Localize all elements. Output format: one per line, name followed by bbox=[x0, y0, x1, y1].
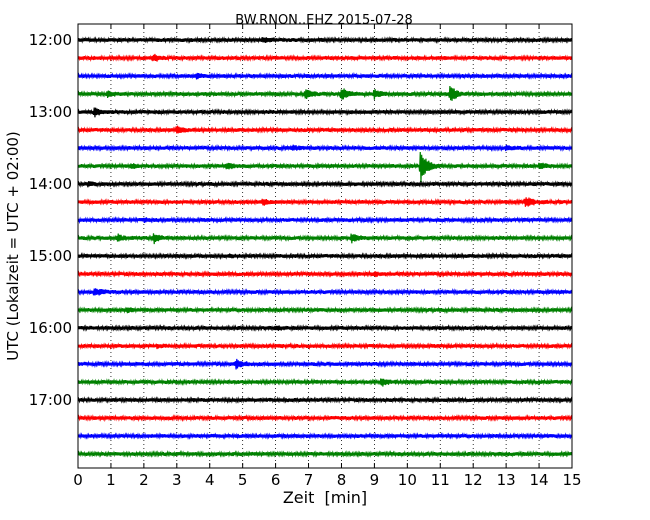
y-tick-label: 17:00 bbox=[29, 391, 72, 409]
chart-title: BW.RNON..EHZ 2015-07-28 bbox=[235, 13, 413, 28]
trace-line bbox=[77, 86, 573, 101]
x-tick-label: 13 bbox=[497, 471, 516, 489]
trace-line bbox=[77, 287, 573, 296]
trace-line bbox=[77, 215, 573, 225]
x-tick-label: 14 bbox=[530, 471, 549, 489]
trace-line bbox=[77, 396, 573, 405]
x-tick-label: 12 bbox=[464, 471, 483, 489]
y-tick-label: 13:00 bbox=[29, 103, 72, 121]
trace-line bbox=[77, 413, 573, 423]
y-tick-label: 15:00 bbox=[29, 247, 72, 265]
x-axis: 0 1 2 3 4 5 6 7 8 9 10 11 12 13 14 15 bbox=[73, 24, 582, 489]
trace-line bbox=[77, 197, 573, 207]
trace-line bbox=[77, 143, 573, 153]
y-axis: 12:00 13:00 14:00 15:00 16:00 17:00 bbox=[29, 31, 572, 409]
traces-group bbox=[77, 35, 573, 458]
x-tick-label: 0 bbox=[73, 471, 83, 489]
trace-line bbox=[77, 107, 573, 118]
x-tick-label: 9 bbox=[370, 471, 380, 489]
x-tick-label: 3 bbox=[172, 471, 182, 489]
trace-line bbox=[77, 151, 573, 183]
x-tick-label: 2 bbox=[139, 471, 149, 489]
trace-line bbox=[77, 377, 573, 387]
x-tick-label: 4 bbox=[205, 471, 215, 489]
trace-line bbox=[77, 269, 573, 279]
plot-frame bbox=[77, 23, 573, 469]
trace-line bbox=[77, 71, 573, 80]
y-tick-label: 14:00 bbox=[29, 175, 72, 193]
trace-line bbox=[77, 53, 573, 63]
y-tick-label: 16:00 bbox=[29, 319, 72, 337]
trace-line bbox=[77, 125, 573, 134]
trace-line bbox=[77, 180, 573, 189]
trace-line bbox=[77, 323, 573, 332]
x-tick-label: 6 bbox=[271, 471, 281, 489]
y-tick-label: 12:00 bbox=[29, 31, 72, 49]
trace-line bbox=[77, 305, 573, 315]
y-axis-label: UTC (Lokalzeit = UTC + 02:00) bbox=[4, 131, 22, 361]
trace-line bbox=[77, 341, 573, 351]
trace-line bbox=[77, 358, 573, 370]
x-tick-label: 5 bbox=[238, 471, 248, 489]
x-tick-label: 11 bbox=[431, 471, 450, 489]
trace-line bbox=[77, 432, 573, 441]
x-tick-label: 7 bbox=[304, 471, 314, 489]
x-tick-label: 15 bbox=[562, 471, 581, 489]
trace-line bbox=[77, 449, 573, 458]
trace-line bbox=[77, 233, 573, 245]
x-tick-label: 1 bbox=[106, 471, 116, 489]
x-tick-label: 10 bbox=[398, 471, 417, 489]
trace-line bbox=[77, 251, 573, 261]
x-tick-label: 8 bbox=[337, 471, 347, 489]
trace-line bbox=[77, 35, 573, 45]
x-axis-label: Zeit [min] bbox=[283, 488, 367, 507]
